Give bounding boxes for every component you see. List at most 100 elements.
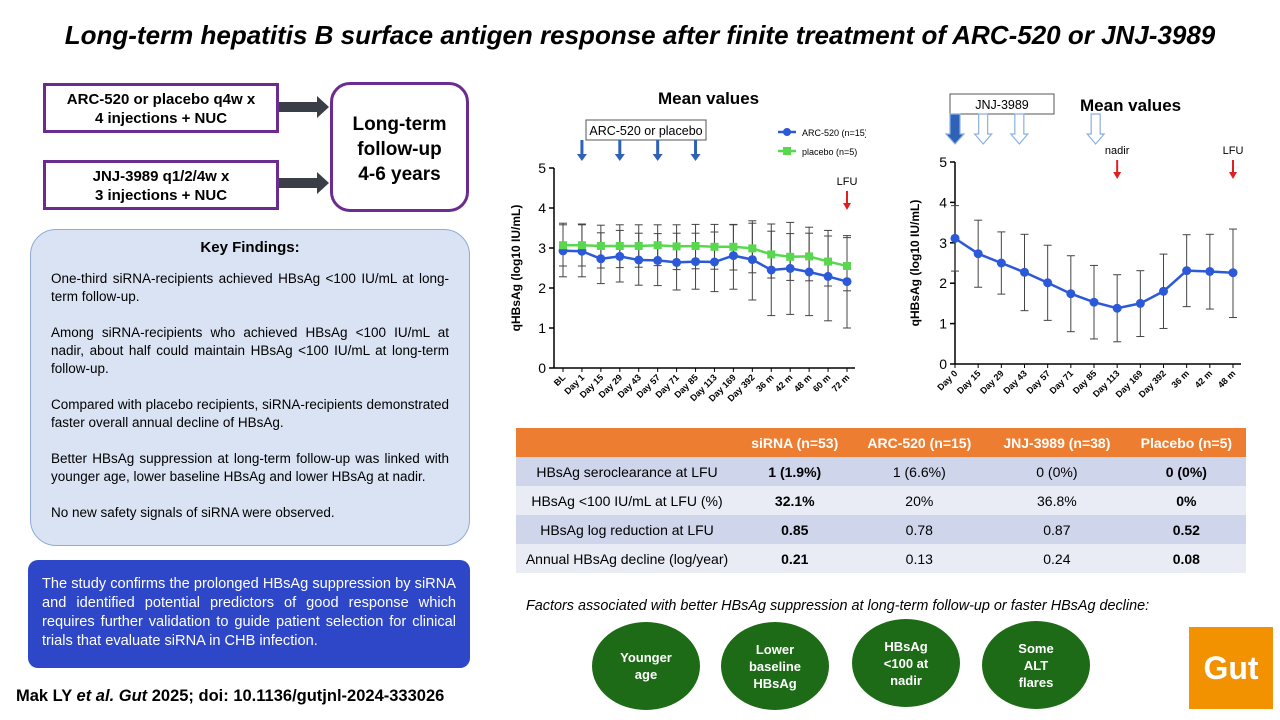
dosing-box — [949, 93, 1055, 115]
data-point — [747, 255, 757, 265]
table-cell: 20% — [851, 486, 988, 515]
data-point — [823, 271, 833, 281]
factor-alt-flares: Some ALT flares — [982, 621, 1090, 709]
table-cell: 0.08 — [1126, 544, 1246, 573]
finding-2: Among siRNA-recipients who achieved HBsA… — [51, 325, 449, 376]
key-findings-title: Key Findings: — [200, 239, 300, 256]
table-cell: 0 (0%) — [987, 457, 1127, 486]
table-cell: HBsAg log reduction at LFU — [516, 515, 738, 544]
factor-younger-age: Younger age — [592, 622, 700, 710]
arm1-arrow — [279, 96, 329, 118]
table-row: Annual HBsAg decline (log/year) 0.21 0.1… — [516, 544, 1246, 573]
table-cell: 0.85 — [738, 515, 852, 544]
gut-journal-logo: Gut — [1189, 627, 1273, 709]
citation-authors: Mak LY — [16, 687, 77, 705]
dosing-arrowhead — [690, 154, 701, 161]
data-point — [748, 244, 757, 253]
y-tick-label: 0 — [538, 360, 546, 376]
lfu-arrowhead — [843, 203, 851, 210]
data-point — [672, 257, 682, 267]
conclusion-box: The study confirms the prolonged HBsAg s… — [28, 560, 470, 668]
data-point — [691, 257, 701, 267]
y-axis-label: qHBsAg (log10 IU/mL) — [509, 205, 523, 332]
table-cell: 0.78 — [851, 515, 988, 544]
factor-text: baseline — [748, 658, 802, 674]
arm2-arrow — [279, 172, 329, 194]
data-point — [843, 262, 851, 270]
data-point — [767, 250, 776, 259]
data-point — [1066, 289, 1076, 299]
data-point — [1205, 266, 1215, 276]
table-header-sirna: siRNA (n=53) — [738, 428, 852, 457]
data-point — [824, 257, 833, 266]
dosing-arrow — [944, 113, 966, 145]
series-line-1 — [563, 243, 848, 268]
y-tick-label: 1 — [538, 320, 546, 336]
table-cell: Annual HBsAg decline (log/year) — [516, 544, 738, 573]
data-point — [1020, 267, 1029, 277]
factor-text: ALT — [1023, 657, 1049, 673]
data-point — [709, 257, 719, 267]
data-point — [691, 242, 700, 250]
citation: Mak LY et al. Gut 2025; doi: 10.1136/gut… — [16, 687, 444, 706]
data-point — [973, 249, 983, 259]
y-tick-label: 0 — [939, 356, 947, 372]
dosing-arrowhead — [652, 154, 663, 161]
data-point — [1112, 303, 1122, 313]
data-point — [786, 252, 795, 261]
table-cell: 0.13 — [851, 544, 988, 573]
y-tick-label: 5 — [939, 154, 947, 170]
legend-marker — [783, 147, 791, 155]
finding-4: Better HBsAg suppression at long-term fo… — [51, 451, 449, 484]
arc520-arm-box: ARC-520 or placebo q4w x 4 injections + … — [43, 83, 279, 133]
table-cell: 0.24 — [987, 544, 1127, 573]
x-tick-label: 72 m — [830, 372, 852, 394]
page-title: Long-term hepatitis B surface antigen re… — [64, 20, 1216, 50]
x-tick-label: Day 15 — [955, 368, 983, 396]
data-point — [596, 254, 606, 264]
legend-label: ARC-520 (n=15) — [802, 128, 866, 138]
legend-marker — [783, 128, 791, 136]
x-tick-label: 42 m — [773, 372, 795, 394]
y-tick-label: 1 — [939, 316, 947, 332]
factor-text: <100 at — [883, 655, 929, 671]
y-tick-label: 3 — [939, 235, 947, 251]
data-point — [805, 252, 814, 261]
dosing-arrow — [973, 113, 993, 145]
chart1-title: Mean values — [658, 89, 760, 108]
arm2-line2: 3 injections + NUC — [94, 187, 228, 204]
data-point — [1182, 266, 1192, 276]
dosing-arrow — [1085, 113, 1106, 145]
table-row: HBsAg seroclearance at LFU 1 (1.9%) 1 (6… — [516, 457, 1246, 486]
factor-text: HBsAg — [753, 675, 797, 691]
x-tick-label: 60 m — [811, 372, 833, 394]
finding-5: No new safety signals of siRNA were obse… — [51, 505, 335, 520]
jnj3989-arm-box: JNJ-3989 q1/2/4w x 3 injections + NUC — [43, 160, 279, 210]
dosing-arrowhead — [576, 154, 587, 161]
data-point — [996, 258, 1006, 268]
table-cell: HBsAg seroclearance at LFU — [516, 457, 738, 486]
table-header-blank — [516, 428, 738, 457]
x-tick-label: Day 57 — [1024, 368, 1052, 396]
table-header-arc520: ARC-520 (n=15) — [851, 428, 988, 457]
factor-nadir: HBsAg <100 at nadir — [852, 619, 960, 707]
chart2-title: Mean values — [1080, 96, 1182, 115]
table-header-row: siRNA (n=53) ARC-520 (n=15) JNJ-3989 (n=… — [516, 428, 1246, 457]
factor-text: Lower — [755, 641, 795, 657]
table-cell: 32.1% — [738, 486, 852, 515]
x-tick-label: 36 m — [754, 372, 776, 394]
dosing-box — [585, 119, 707, 141]
factor-text: Some — [1018, 640, 1054, 656]
factor-lower-baseline: Lower baseline HBsAg — [721, 622, 829, 710]
table-cell: 0% — [1126, 486, 1246, 515]
table-cell: 1 (6.6%) — [851, 457, 988, 486]
data-point — [596, 242, 605, 250]
nadir-arrowhead — [1113, 172, 1122, 179]
series-line-0 — [562, 249, 848, 283]
citation-journal: et al. Gut — [76, 687, 148, 705]
lfu-label: LFU — [837, 176, 858, 188]
table-cell: 0 (0%) — [1126, 457, 1246, 486]
finding-3: Compared with placebo recipients, siRNA-… — [51, 397, 449, 430]
arm2-line1: JNJ-3989 q1/2/4w x — [92, 168, 230, 185]
